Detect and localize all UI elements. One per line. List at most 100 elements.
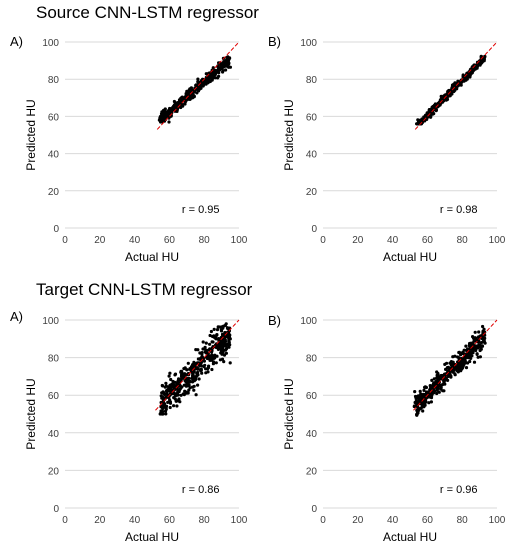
data-point <box>193 378 197 382</box>
x-tick-label: 20 <box>352 235 364 246</box>
data-point <box>443 382 447 386</box>
data-point <box>472 339 476 343</box>
data-point <box>457 350 461 354</box>
data-point <box>194 348 198 352</box>
fit-line <box>413 319 498 411</box>
y-tick-label: 0 <box>311 504 317 515</box>
data-point <box>174 399 178 403</box>
data-point <box>173 386 177 390</box>
data-point <box>191 363 196 367</box>
data-point <box>453 83 457 87</box>
y-axis-label: Predicted HU <box>24 99 38 170</box>
data-point <box>428 384 432 388</box>
data-point <box>422 401 426 405</box>
data-point <box>224 68 228 72</box>
data-point <box>427 108 431 113</box>
data-point <box>450 85 454 89</box>
data-point <box>476 346 480 350</box>
x-tick-label: 60 <box>164 515 176 526</box>
y-tick-label: 80 <box>48 75 60 86</box>
data-point <box>473 330 477 334</box>
y-tick-label: 60 <box>306 112 318 123</box>
data-point <box>483 55 487 59</box>
data-point <box>166 114 170 118</box>
data-point <box>204 341 208 345</box>
data-point <box>420 400 424 404</box>
data-point <box>192 388 196 392</box>
data-point <box>214 361 218 365</box>
data-point <box>194 83 198 87</box>
data-point <box>468 73 472 77</box>
data-point <box>187 384 191 388</box>
data-point <box>481 337 485 341</box>
data-point <box>160 412 164 416</box>
data-point <box>460 80 464 84</box>
data-point <box>168 371 172 375</box>
data-point <box>228 361 232 365</box>
fit-line <box>156 41 240 130</box>
data-point <box>185 89 189 93</box>
data-point <box>175 404 179 408</box>
scatter-points <box>412 324 487 417</box>
data-point <box>222 65 226 69</box>
data-point <box>171 379 175 384</box>
source-section-title: Source CNN-LSTM regressor <box>36 3 259 22</box>
data-point <box>206 77 210 81</box>
data-point <box>481 324 485 329</box>
data-point <box>212 327 216 331</box>
data-point <box>202 365 206 369</box>
data-point <box>469 356 473 360</box>
data-point <box>222 338 226 342</box>
data-point <box>459 363 463 367</box>
data-point <box>453 373 457 377</box>
data-point <box>171 382 175 386</box>
data-point <box>452 368 456 372</box>
data-point <box>475 63 479 67</box>
x-axis-label: Actual HU <box>125 250 179 264</box>
data-point <box>215 333 219 337</box>
data-point <box>160 405 164 409</box>
data-point <box>436 373 440 377</box>
y-tick-label: 40 <box>306 150 318 161</box>
data-point <box>456 355 460 359</box>
data-point <box>462 348 466 352</box>
data-point <box>206 370 210 374</box>
data-point <box>451 355 455 359</box>
data-point <box>217 68 222 72</box>
data-point <box>164 412 168 416</box>
data-point <box>184 383 188 388</box>
data-point <box>179 393 183 397</box>
data-point <box>418 389 422 393</box>
data-point <box>210 340 214 344</box>
data-point <box>457 367 461 372</box>
data-point <box>217 71 221 75</box>
data-point <box>218 325 222 329</box>
data-point <box>416 394 420 399</box>
data-point <box>479 341 483 345</box>
data-point <box>433 389 437 393</box>
x-tick-label: 100 <box>489 515 506 526</box>
data-point <box>481 59 485 63</box>
data-point <box>430 378 434 382</box>
data-point <box>214 336 218 340</box>
data-point <box>224 351 228 355</box>
y-axis-label: Predicted HU <box>282 378 296 449</box>
data-point <box>431 382 435 386</box>
data-point <box>219 328 223 332</box>
data-point <box>182 373 186 377</box>
data-point <box>473 346 477 350</box>
data-point <box>221 69 225 73</box>
data-point <box>212 75 216 79</box>
data-point <box>416 408 420 412</box>
data-point <box>435 387 439 391</box>
data-point <box>413 390 417 394</box>
data-point <box>166 385 171 389</box>
data-point <box>460 357 464 361</box>
data-point <box>457 358 461 362</box>
data-point <box>228 343 232 347</box>
data-point <box>203 347 207 351</box>
data-point <box>422 388 426 392</box>
data-point <box>167 374 171 378</box>
data-point <box>459 83 463 87</box>
